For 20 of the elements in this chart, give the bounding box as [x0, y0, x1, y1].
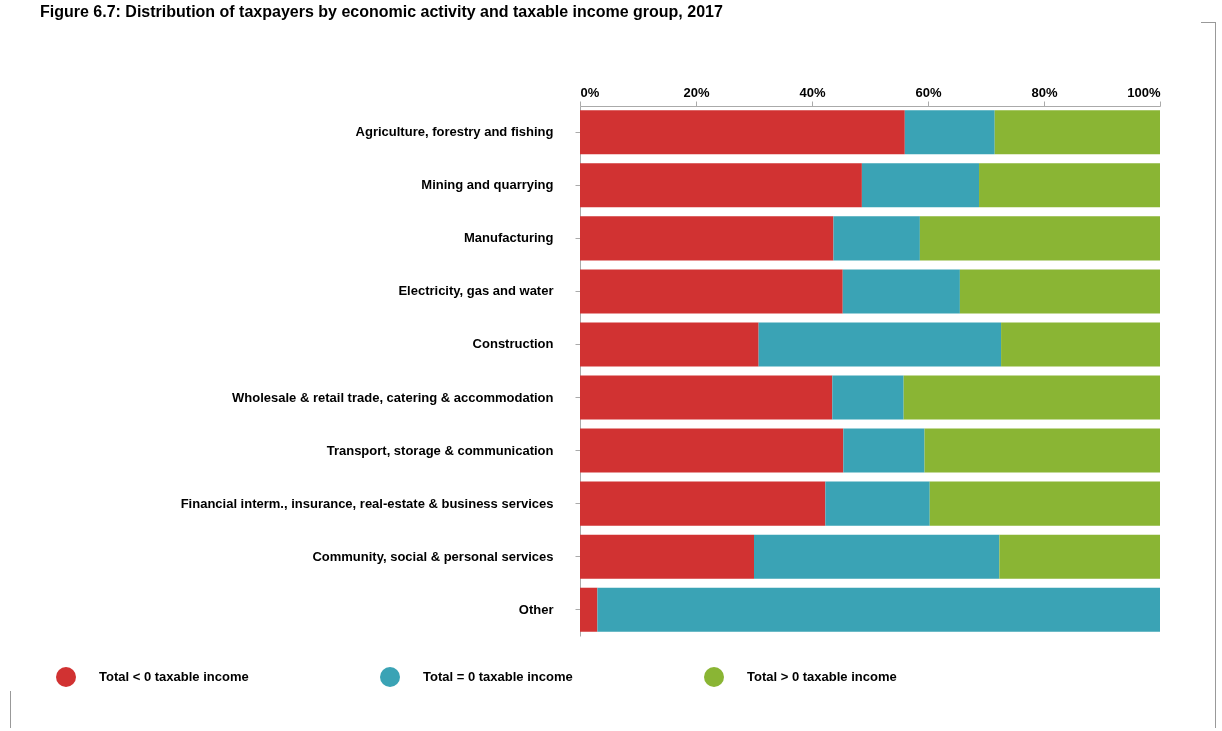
x-tick-label: 40%: [799, 84, 826, 100]
y-tick-label: Mining and quarrying: [421, 177, 554, 193]
x-tick-label: 80%: [1031, 84, 1058, 100]
legend-label: Total > 0 taxable income: [747, 669, 897, 684]
y-tick-label: Transport, storage & communication: [326, 442, 554, 458]
y-tick-label: Community, social & personal services: [312, 548, 554, 564]
x-tick-label: 0%: [580, 84, 600, 100]
y-tick-label: Financial interm., insurance, real-estate & business services: [180, 495, 554, 511]
text: Figure 6.7: Distribution of taxpayers by economic activity and taxable income group, 2017: [40, 3, 723, 20]
x-tick-label: 100%: [1127, 84, 1161, 100]
y-tick-label: Construction: [472, 336, 554, 352]
x-tick-label: 20%: [683, 84, 710, 100]
y-tick-label: Manufacturing: [463, 230, 554, 246]
y-tick-label: Other: [518, 601, 554, 617]
legend-label: Total = 0 taxable income: [423, 669, 573, 684]
x-tick-label: 60%: [915, 84, 942, 100]
y-tick-label: Wholesale & retail trade, catering & accommodation: [232, 389, 554, 405]
y-tick-label: Agriculture, forestry and fishing: [355, 124, 554, 140]
y-tick-label: Electricity, gas and water: [398, 283, 554, 299]
legend-label: Total < 0 taxable income: [99, 669, 249, 684]
